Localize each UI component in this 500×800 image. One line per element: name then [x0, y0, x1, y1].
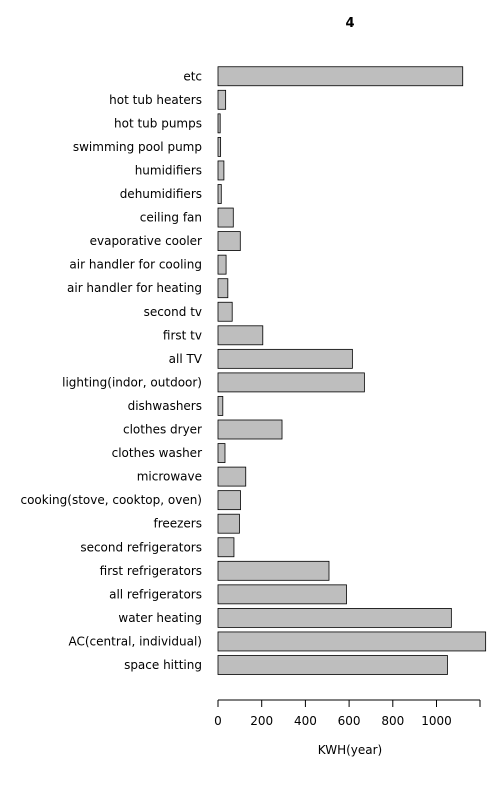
chart-title: 4: [345, 16, 354, 31]
bar: [217, 89, 227, 110]
category-label: air handler for heating: [67, 281, 202, 295]
bar: [217, 278, 229, 299]
bar: [217, 513, 240, 534]
category-label: second refrigerators: [80, 540, 202, 554]
bars-group: [217, 66, 487, 675]
bar: [217, 466, 247, 487]
x-axis: 0 200 400 600 800 1000: [214, 699, 481, 728]
category-label: ceiling fan: [140, 211, 202, 225]
category-label: dishwashers: [128, 399, 202, 413]
category-label: clothes dryer: [123, 423, 202, 437]
x-tick-label: 800: [381, 714, 404, 728]
bar: [217, 184, 222, 204]
category-label: all TV: [169, 352, 203, 366]
category-label: clothes washer: [112, 446, 202, 460]
bar: [217, 348, 353, 369]
bar: [217, 443, 226, 463]
category-label: dehumidifiers: [120, 187, 202, 201]
bar: [217, 160, 225, 181]
x-tick-label: 0: [214, 714, 222, 728]
x-tick-label: 400: [294, 714, 317, 728]
category-label: air handler for cooling: [69, 258, 202, 272]
bar: [217, 655, 448, 675]
x-axis-label: KWH(year): [318, 743, 382, 757]
category-label: microwave: [137, 470, 202, 484]
category-label: evaporative cooler: [90, 234, 202, 248]
category-label: AC(central, individual): [68, 634, 202, 648]
category-label: first refrigerators: [100, 564, 202, 578]
x-tick-label: 600: [338, 714, 361, 728]
bar: [217, 66, 464, 87]
x-tick-label: 200: [250, 714, 273, 728]
bar: [217, 608, 452, 628]
category-label: cooking(stove, cooktop, oven): [20, 493, 202, 507]
category-labels: space hitting AC(central, individual) wate…: [20, 69, 202, 672]
category-label: etc: [183, 69, 202, 83]
bar: [217, 231, 241, 252]
bar: [217, 490, 241, 511]
bar: [217, 560, 330, 581]
category-label: second tv: [144, 305, 202, 319]
bar: [217, 325, 264, 346]
category-label: water heating: [118, 611, 202, 625]
category-label: lighting(indor, outdoor): [62, 375, 202, 389]
category-label: all refrigerators: [109, 587, 202, 601]
bar: [217, 419, 283, 440]
bar: [217, 537, 235, 558]
category-label: swimming pool pump: [73, 140, 202, 154]
category-label: freezers: [153, 517, 202, 531]
category-label: hot tub heaters: [109, 93, 202, 107]
bar: [217, 136, 222, 157]
bar: [217, 254, 227, 275]
bar: [217, 584, 347, 605]
category-label: first tv: [163, 328, 202, 342]
bar: [217, 396, 224, 416]
bar: [217, 372, 365, 393]
bar: [217, 207, 234, 228]
category-label: humidifiers: [135, 163, 202, 177]
category-label: hot tub pumps: [114, 116, 202, 130]
bar: [217, 113, 221, 134]
x-tick-label: 1000: [421, 714, 452, 728]
bar: [217, 301, 233, 322]
category-label: space hitting: [124, 658, 202, 672]
bar: [217, 631, 487, 652]
